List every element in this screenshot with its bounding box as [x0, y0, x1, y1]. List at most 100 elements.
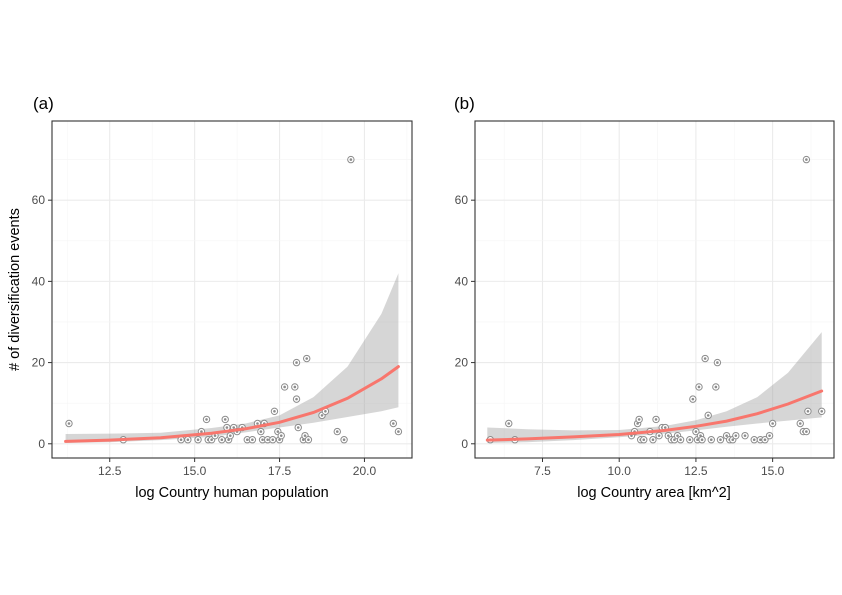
data-point	[277, 431, 285, 440]
confidence-band	[65, 273, 399, 443]
data-point-dot	[295, 361, 298, 364]
data-point-dot	[220, 438, 224, 442]
fit-line	[64, 365, 400, 443]
data-point	[689, 395, 697, 403]
grid	[52, 121, 412, 458]
data-point	[184, 436, 192, 444]
data-point-dot	[245, 438, 249, 442]
points-layer	[65, 155, 403, 444]
data-point-dot	[676, 434, 679, 437]
data-point	[304, 436, 313, 444]
data-point	[218, 436, 226, 444]
data-point-dot	[225, 426, 229, 429]
data-point	[269, 436, 277, 444]
data-point	[221, 415, 229, 424]
data-point-dot	[805, 158, 808, 161]
data-point-dot	[706, 414, 710, 417]
axes: 12.5 15.0 17.5 20.0 0 20 40 60	[32, 193, 377, 478]
data-point-dot	[342, 438, 346, 442]
data-point-dot	[397, 430, 400, 433]
x-tick-label: 12.5	[98, 464, 122, 478]
data-point	[796, 419, 804, 428]
data-point-dot	[507, 422, 511, 425]
data-point	[292, 395, 301, 403]
data-point-dot	[630, 434, 633, 437]
data-point-dot	[759, 438, 762, 442]
data-point	[802, 427, 811, 436]
data-point-dot	[349, 158, 353, 161]
data-point	[635, 415, 643, 424]
data-point-dot	[305, 357, 309, 360]
data-point-dot	[716, 361, 719, 364]
x-tick-label: 12.5	[684, 464, 708, 478]
data-point-dot	[734, 434, 738, 437]
data-point	[340, 436, 348, 444]
data-point-dot	[67, 422, 71, 425]
data-point-dot	[229, 434, 232, 437]
fit-layer	[64, 365, 400, 443]
data-point	[686, 436, 694, 444]
data-point-dot	[651, 438, 655, 442]
plot-frame	[51, 120, 413, 459]
data-point-dot	[709, 438, 713, 442]
data-point-dot	[266, 438, 269, 442]
data-point	[389, 419, 398, 428]
x-tick-label: 20.0	[353, 464, 377, 478]
data-point	[818, 407, 826, 416]
data-point	[649, 436, 657, 444]
data-point	[194, 436, 202, 444]
x-axis-title: log Country human population	[135, 485, 328, 501]
data-point	[294, 423, 302, 432]
data-point	[750, 436, 758, 444]
data-point	[695, 383, 703, 391]
data-point-dot	[694, 430, 698, 433]
data-point-dot	[320, 414, 324, 417]
data-point-dot	[179, 438, 183, 442]
data-point-dot	[307, 438, 310, 442]
data-point	[701, 354, 709, 363]
data-point	[716, 436, 725, 444]
data-point-dot	[731, 438, 735, 442]
data-point-dot	[805, 430, 808, 433]
y-tick-label: 40	[32, 274, 46, 288]
data-point	[257, 427, 265, 436]
data-point-dot	[771, 422, 774, 425]
data-point-dot	[276, 430, 280, 433]
panel-b: (b) 7.5 10.0 12.5 15.0 0 20 40 60 log Country a…	[454, 94, 835, 501]
data-point	[652, 415, 660, 424]
data-point-dot	[271, 438, 275, 442]
x-tick-label: 10.0	[608, 464, 632, 478]
data-point-dot	[663, 426, 667, 429]
data-point	[804, 407, 812, 416]
data-point-dot	[725, 434, 728, 437]
data-point-dot	[256, 422, 259, 425]
data-point-dot	[273, 410, 276, 413]
data-point	[692, 427, 700, 436]
data-point	[303, 354, 311, 363]
data-point-dot	[763, 438, 767, 442]
data-point-dot	[688, 438, 692, 442]
y-tick-label: 60	[32, 193, 46, 207]
data-point-dot	[295, 397, 298, 401]
y-tick-label: 20	[32, 356, 46, 370]
y-tick-label: 0	[38, 437, 45, 451]
panel-a: (a) 12.5 15.0 17.5 20.0 0 20 40 60 log Country …	[7, 94, 413, 501]
data-point-dot	[691, 397, 695, 401]
data-point	[202, 415, 211, 424]
data-point	[226, 431, 235, 440]
data-point	[698, 436, 706, 444]
data-point-dot	[657, 434, 661, 437]
data-point	[732, 431, 740, 440]
data-point-dot	[293, 385, 297, 389]
confidence-band-layer	[65, 273, 399, 443]
data-point-dot	[697, 385, 701, 389]
data-point-dot	[667, 434, 670, 437]
grid	[475, 121, 834, 458]
fit-layer	[485, 389, 824, 442]
panel-label: (b)	[454, 94, 475, 113]
data-point-dot	[205, 418, 208, 421]
data-point-dot	[714, 385, 718, 389]
axes: 7.5 10.0 12.5 15.0 0 20 40 60	[455, 193, 785, 478]
data-point	[333, 427, 341, 436]
data-point-dot	[196, 438, 200, 442]
